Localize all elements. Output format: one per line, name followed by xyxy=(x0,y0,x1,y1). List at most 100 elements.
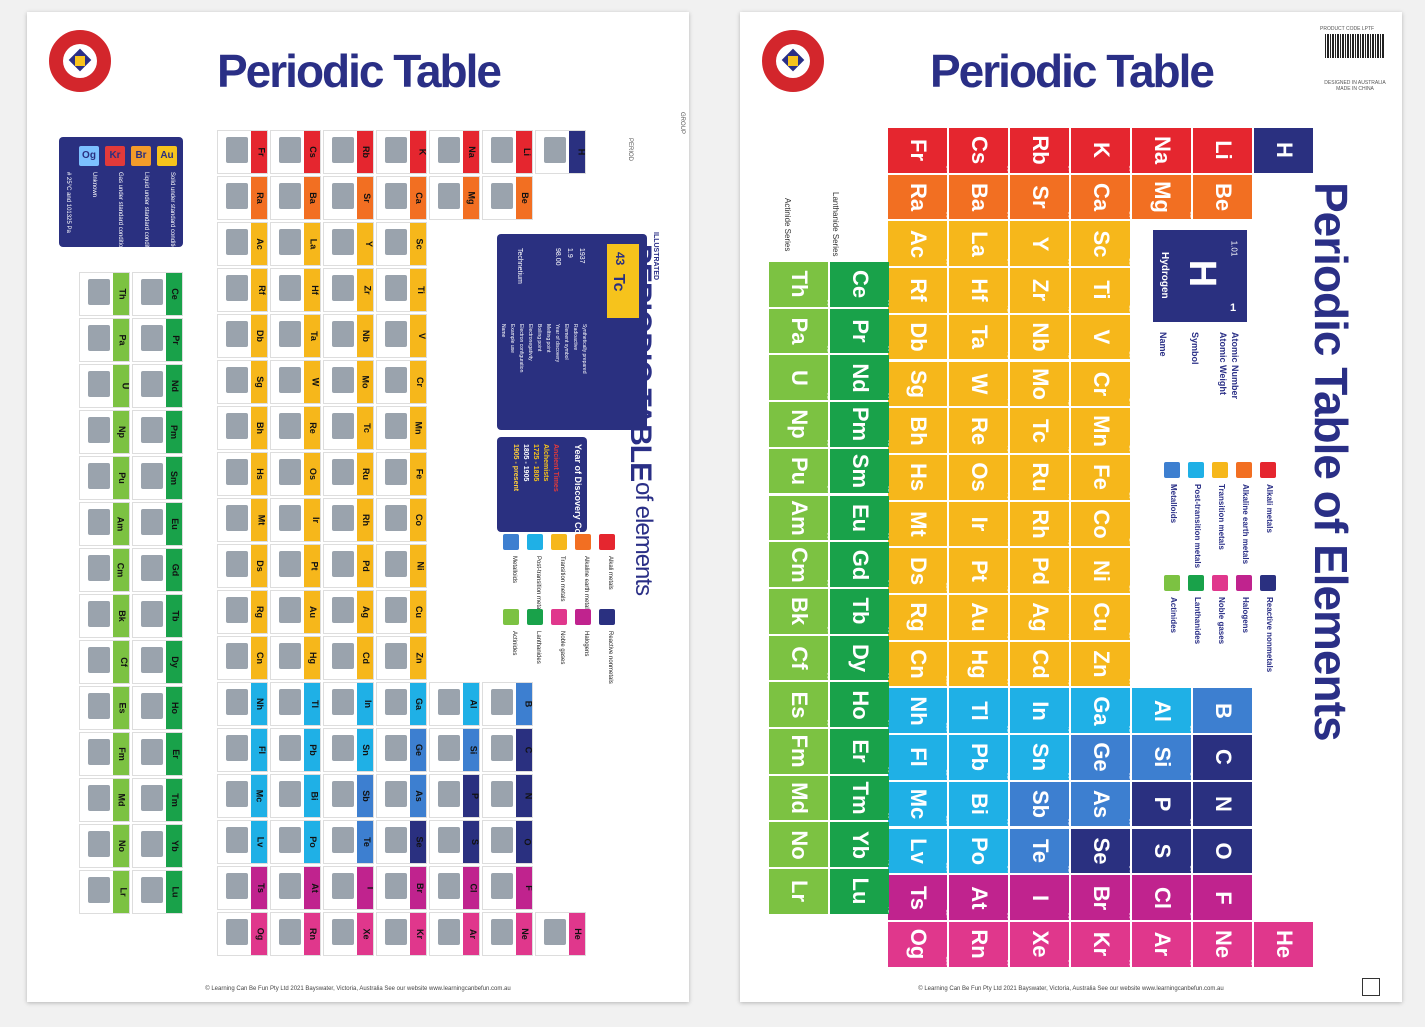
element-photo-icon xyxy=(226,873,248,899)
element-cell-pa: Pa xyxy=(79,318,130,362)
atomic-number: 87 xyxy=(945,165,947,172)
element-cell-sg: Sg 106 xyxy=(888,361,947,407)
atomic-number: 10 xyxy=(1250,958,1252,966)
element-cell-am: Am xyxy=(79,502,130,546)
element-cell-mc: Mc 115 xyxy=(888,781,947,827)
element-symbol: Db xyxy=(255,330,265,342)
element-photo-icon xyxy=(279,643,301,669)
element-photo-icon xyxy=(385,643,407,669)
element-cell-rh: Rh xyxy=(323,498,374,542)
element-symbol: Am xyxy=(115,516,126,532)
state-key-swatch: Br xyxy=(131,146,151,166)
element-cell-tm: Tm xyxy=(132,778,183,822)
element-cell-pb: Pb xyxy=(270,728,321,772)
element-cell-po: Po 84 xyxy=(949,828,1008,874)
element-symbol: P xyxy=(469,792,480,800)
element-photo-icon xyxy=(279,275,301,301)
element-cell-ne: Ne xyxy=(482,912,533,956)
atomic-number: 3 xyxy=(1250,168,1252,171)
element-symbol: Cd xyxy=(361,652,371,664)
atomic-number: 37 xyxy=(1067,165,1069,172)
state-key-label: Liquid under standard conditions xyxy=(143,172,149,259)
element-symbol: As xyxy=(1088,790,1114,819)
element-symbol: Nb xyxy=(1027,322,1053,352)
sample-label: Example use xyxy=(509,324,515,353)
element-photo-icon xyxy=(279,367,301,393)
element-cell-ho: Ho 67 xyxy=(830,682,889,727)
sample-label: Melting point xyxy=(545,324,551,353)
atomic-number: 26 xyxy=(1128,491,1130,499)
category-band xyxy=(113,411,129,453)
element-symbol: Cu xyxy=(1088,602,1114,633)
category-band xyxy=(357,683,373,725)
element-symbol: Lu xyxy=(170,886,181,898)
element-cell-pt: Pt xyxy=(270,544,321,588)
element-cell-ag: Ag xyxy=(323,590,374,634)
element-symbol: Gd xyxy=(847,549,873,580)
element-photo-icon xyxy=(226,183,248,209)
category-band xyxy=(463,913,479,955)
category-band xyxy=(516,821,532,863)
element-cell-in: In xyxy=(323,682,374,726)
atomic-number: 40 xyxy=(1067,305,1069,312)
element-symbol: Mn xyxy=(1088,414,1114,447)
category-band xyxy=(251,269,267,311)
element-cell-ru: Ru 44 xyxy=(1010,454,1069,500)
element-photo-icon xyxy=(279,459,301,485)
element-photo-icon xyxy=(385,689,407,715)
element-symbol: Cr xyxy=(1088,371,1114,397)
legend-label: Transition metals xyxy=(559,556,565,602)
atomic-number: 63 xyxy=(887,532,889,540)
element-cell-i: I xyxy=(323,866,374,910)
element-symbol: Ni xyxy=(415,561,426,571)
element-symbol: Mg xyxy=(1149,181,1175,213)
atomic-number: 43 xyxy=(1067,445,1069,452)
atomic-number: 50 xyxy=(1067,772,1069,779)
element-symbol: Pt xyxy=(966,559,992,582)
element-cell-ti: Ti 22 xyxy=(1071,268,1130,313)
element-cell-k: K xyxy=(376,130,427,174)
element-cell-ge: Ge xyxy=(376,728,427,772)
legend-label: Alkaline earth metals xyxy=(583,556,589,612)
element-symbol: Nb xyxy=(361,330,371,342)
atomic-number: 71 xyxy=(887,906,889,913)
key-number: 1 xyxy=(1230,302,1237,314)
element-symbol: Ni xyxy=(1088,559,1114,582)
element-photo-icon xyxy=(385,551,407,577)
element-photo-icon xyxy=(88,555,110,581)
element-symbol: Fr xyxy=(256,147,267,157)
atomic-number: 96 xyxy=(826,579,828,586)
category-band xyxy=(357,407,373,449)
category-band xyxy=(251,407,267,449)
element-cell-c: C xyxy=(482,728,533,772)
element-photo-icon xyxy=(226,321,248,347)
element-cell-p: P xyxy=(429,774,480,818)
category-band xyxy=(113,457,129,499)
element-photo-icon xyxy=(385,781,407,807)
element-symbol: Kr xyxy=(414,928,425,940)
atomic-number: 32 xyxy=(1128,772,1130,779)
element-cell-fm: Fm xyxy=(79,732,130,776)
element-cell-dy: Dy 66 xyxy=(830,635,889,681)
element-symbol: Th xyxy=(786,270,812,298)
element-cell-bk: Bk xyxy=(79,594,130,638)
state-key-label: Unknown xyxy=(91,172,97,198)
category-band xyxy=(463,683,479,725)
element-symbol: C xyxy=(522,746,533,754)
element-cell-pu: Pu 94 xyxy=(769,448,828,494)
element-cell-ds: Ds 110 xyxy=(888,548,947,593)
category-band xyxy=(304,177,320,219)
state-key-label: Solid under standard conditions xyxy=(169,172,175,257)
legend-label: Alkali metals xyxy=(607,556,613,590)
element-cell-am: Am 95 xyxy=(769,495,828,541)
element-photo-icon xyxy=(88,325,110,351)
element-symbol: Rh xyxy=(361,514,371,526)
category-band xyxy=(113,733,129,775)
legend-label: Metalloids xyxy=(1169,484,1178,524)
legend-swatch xyxy=(599,534,615,550)
element-symbol: Hf xyxy=(966,278,992,303)
element-symbol: Os xyxy=(307,467,318,481)
legend-swatch xyxy=(503,609,519,625)
element-symbol: Rf xyxy=(905,278,931,303)
category-band xyxy=(410,729,426,771)
